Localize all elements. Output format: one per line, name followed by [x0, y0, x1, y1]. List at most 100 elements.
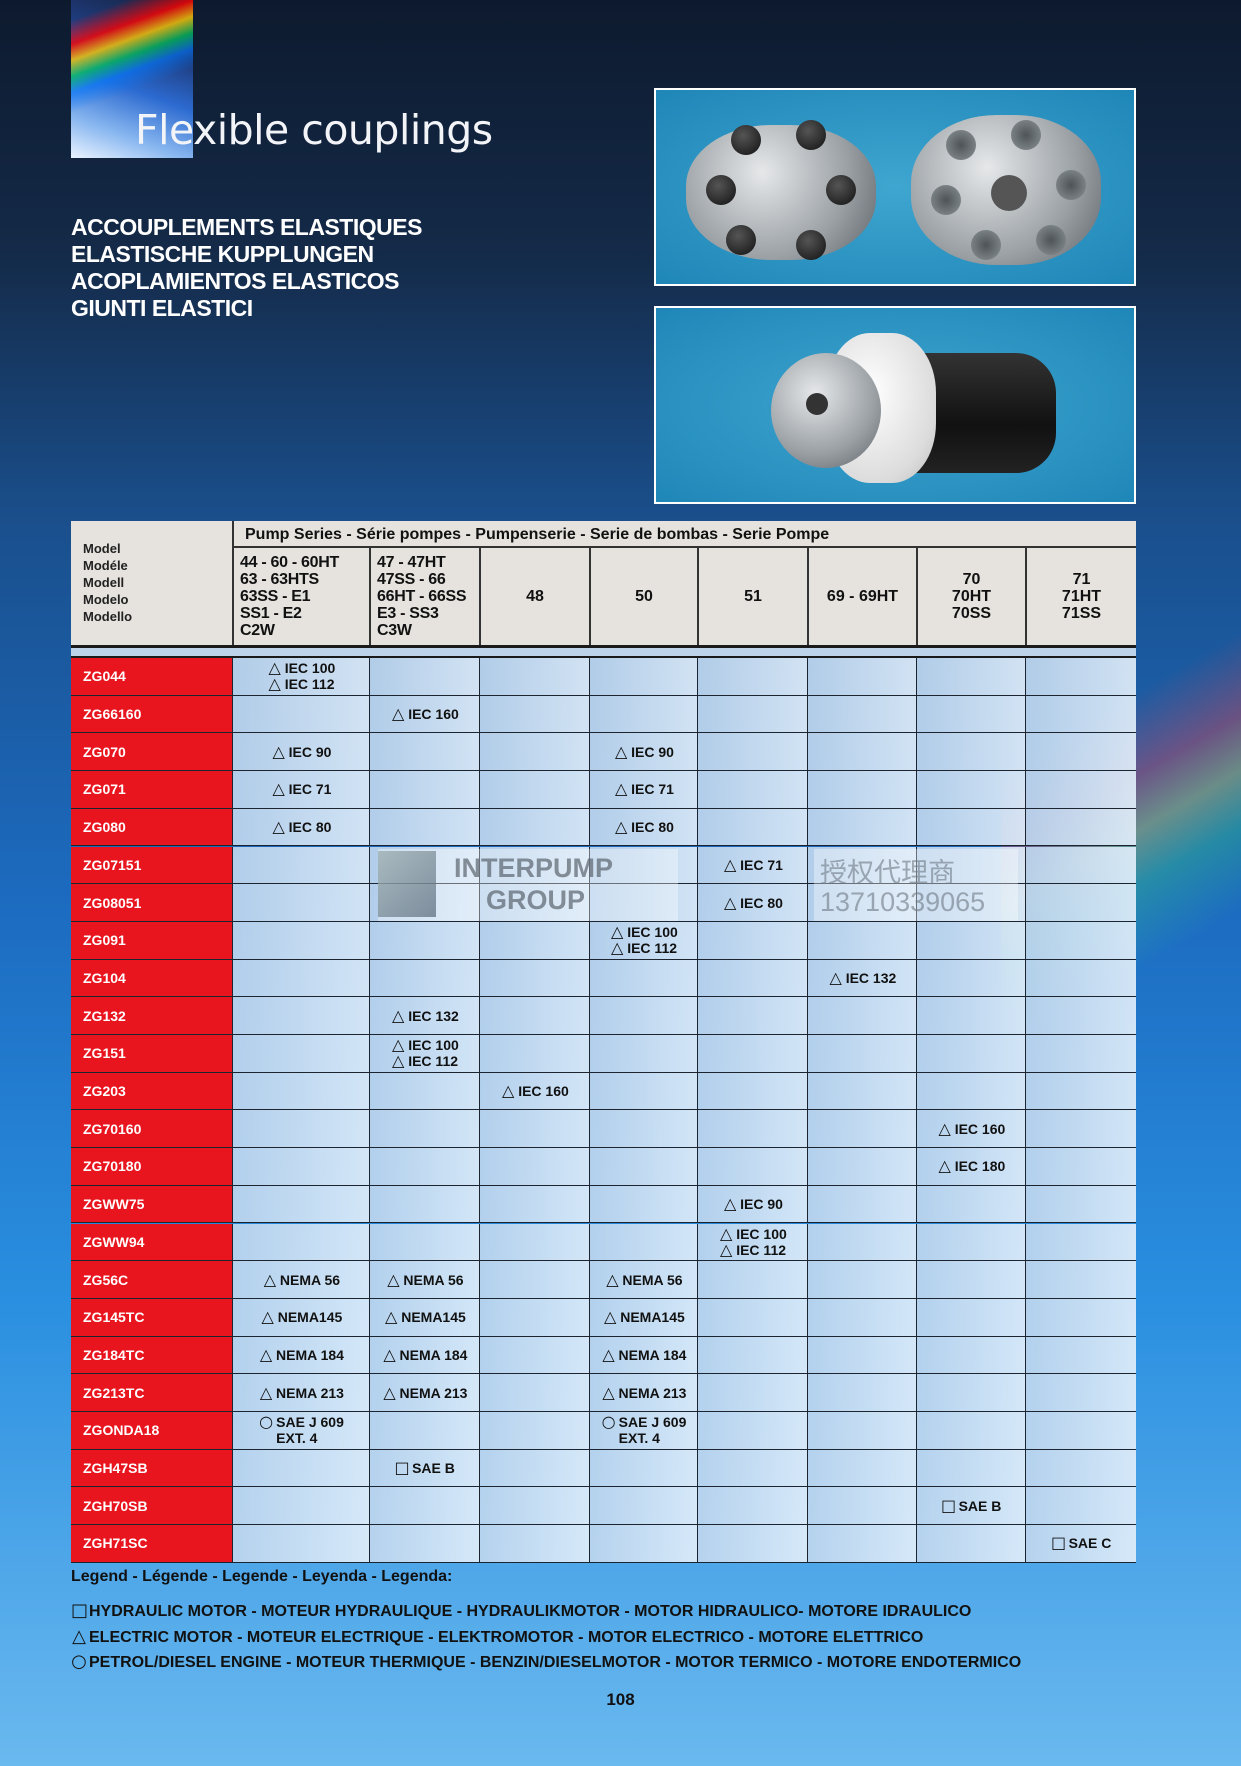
square-icon: □: [1051, 1533, 1067, 1553]
entry-text: NEMA145: [277, 1309, 343, 1326]
series-name: 71HT: [1061, 588, 1102, 605]
entry-line: △ IEC 112: [718, 1239, 787, 1259]
table-cell: △ IEC 160: [916, 1110, 1025, 1148]
triangle-icon: △: [392, 704, 405, 724]
entry-line: ○ SAE J 609: [258, 1414, 344, 1431]
legend-text: ELECTRIC MOTOR - MOTEUR ELECTRIQUE - ELE…: [89, 1628, 924, 1646]
entry-line: △ NEMA 56: [604, 1271, 682, 1288]
table-cell: [916, 997, 1025, 1034]
rainbow-logo-square: [71, 0, 193, 158]
motor-entry: □ SAE C: [1051, 1533, 1111, 1553]
triangle-icon: △: [614, 817, 628, 837]
table-cell: △ NEMA145: [369, 1298, 479, 1336]
triangle-icon: △: [272, 741, 285, 761]
table-cell: [369, 658, 479, 695]
table-cell: △ NEMA 56: [589, 1261, 697, 1298]
table-cell: [1025, 1110, 1136, 1148]
model-cell: ZGWW75: [71, 1185, 232, 1223]
table-cell: [697, 695, 807, 733]
table-cell: [807, 1487, 916, 1525]
table-cell: [1025, 921, 1136, 959]
table-cell: △ IEC 100 △ IEC 112: [232, 658, 369, 695]
table-cell: [479, 1148, 589, 1185]
entry-text: IEC 160: [408, 706, 459, 723]
entry-text: IEC 90: [740, 1196, 783, 1213]
table-cell: [589, 695, 697, 733]
entry-text: IEC 100: [408, 1037, 459, 1054]
table-cell: [1025, 1449, 1136, 1487]
table-row: ZG145TC △ NEMA145 △ NEMA145 △ NEMA145: [71, 1298, 1136, 1337]
triangle-icon: △: [614, 741, 628, 761]
table-cell: [1025, 1223, 1136, 1261]
table-cell: [369, 1072, 479, 1110]
motor-entry: △ IEC 100 △ IEC 112: [718, 1225, 787, 1259]
table-row: ZGONDA18 ○ SAE J 609 EXT. 4 ○ SAE J 609 EXT. 4: [71, 1412, 1136, 1450]
series-column-header: 69 - 69HT: [807, 548, 916, 645]
series-column-header: 71 71HT 71SS: [1025, 548, 1136, 645]
table-cell: [807, 1148, 916, 1185]
series-name: 70HT: [951, 588, 992, 605]
entry-text: IEC 112: [736, 1241, 787, 1258]
watermark-text: 授权代理商: [820, 858, 955, 889]
table-cell: [589, 1148, 697, 1185]
table-cell: [479, 1110, 589, 1148]
entry-line: △ NEMA 56: [262, 1271, 340, 1288]
entry-line: △ IEC 112: [267, 676, 335, 693]
table-cell: [807, 1525, 916, 1562]
triangle-icon: △: [268, 658, 281, 678]
table-cell: [807, 1261, 916, 1298]
triangle-icon: △: [259, 1344, 273, 1364]
table-cell: [697, 1072, 807, 1110]
motor-entry: △ NEMA 56: [262, 1271, 340, 1288]
table-row: ZG151 △ IEC 100 △ IEC 112: [71, 1035, 1136, 1073]
triangle-icon: △: [604, 1307, 617, 1327]
table-cell: [232, 1110, 369, 1148]
table-cell: [697, 1487, 807, 1525]
entry-line: △ NEMA 213: [382, 1382, 468, 1402]
table-cell: [916, 884, 1025, 921]
motor-entry: △ NEMA 213: [601, 1382, 686, 1402]
motor-entry: △ NEMA 184: [258, 1344, 344, 1364]
table-cell: [589, 1072, 697, 1110]
watermark-text: INTERPUMP: [454, 853, 614, 883]
table-cell: △ IEC 80: [697, 884, 807, 921]
series-name: 63SS - E1: [240, 588, 311, 605]
series-name: 71: [1072, 571, 1091, 588]
table-cell: [232, 959, 369, 997]
model-header-en: Model: [83, 541, 121, 556]
table-cell: [807, 1298, 916, 1336]
subtitle-es: ACOPLAMIENTOS ELASTICOS: [71, 268, 399, 294]
table-cell: [232, 1487, 369, 1525]
table-cell: [807, 808, 916, 846]
entry-text: NEMA 213: [399, 1384, 468, 1401]
entry-line: ○ SAE J 609: [601, 1414, 687, 1431]
entry-line: △ IEC 90: [722, 1196, 783, 1213]
entry-line: △ IEC 71: [722, 856, 783, 873]
series-column-header: 47 - 47HT 47SS - 66 66HT - 66SS E3 - SS3 C3W: [369, 548, 479, 645]
series-name: 47SS - 66: [377, 571, 446, 588]
triangle-icon: △: [720, 1239, 733, 1259]
table-cell: [369, 1148, 479, 1185]
triangle-icon: △: [602, 1382, 615, 1402]
subtitle-fr: ACCOUPLEMENTS ELASTIQUES: [71, 214, 422, 240]
model-cell: ZG08051: [71, 884, 232, 921]
entry-line: △ IEC 132: [828, 969, 897, 986]
table-cell: [479, 808, 589, 846]
series-name: 50: [635, 588, 653, 605]
triangle-icon: △: [383, 1382, 396, 1402]
series-name: 71SS: [1061, 605, 1102, 622]
table-cell: [807, 846, 916, 884]
table-cell: [232, 1449, 369, 1487]
entry-line: □ SAE B: [941, 1497, 1001, 1514]
table-row: ZG070 △ IEC 90 △ IEC 90: [71, 733, 1136, 772]
table-row: ZG70160 △ IEC 160: [71, 1110, 1136, 1149]
table-cell: [589, 959, 697, 997]
triangle-icon: △: [938, 1118, 951, 1138]
entry-text: NEMA145: [620, 1309, 685, 1326]
table-cell: [479, 1412, 589, 1449]
table-cell: [589, 1035, 697, 1072]
entry-line: △ NEMA 184: [258, 1344, 344, 1364]
table-cell: [807, 921, 916, 959]
legend-item: □HYDRAULIC MOTOR - MOTEUR HYDRAULIQUE - …: [71, 1600, 971, 1621]
motor-entry: △ IEC 90: [722, 1196, 783, 1213]
